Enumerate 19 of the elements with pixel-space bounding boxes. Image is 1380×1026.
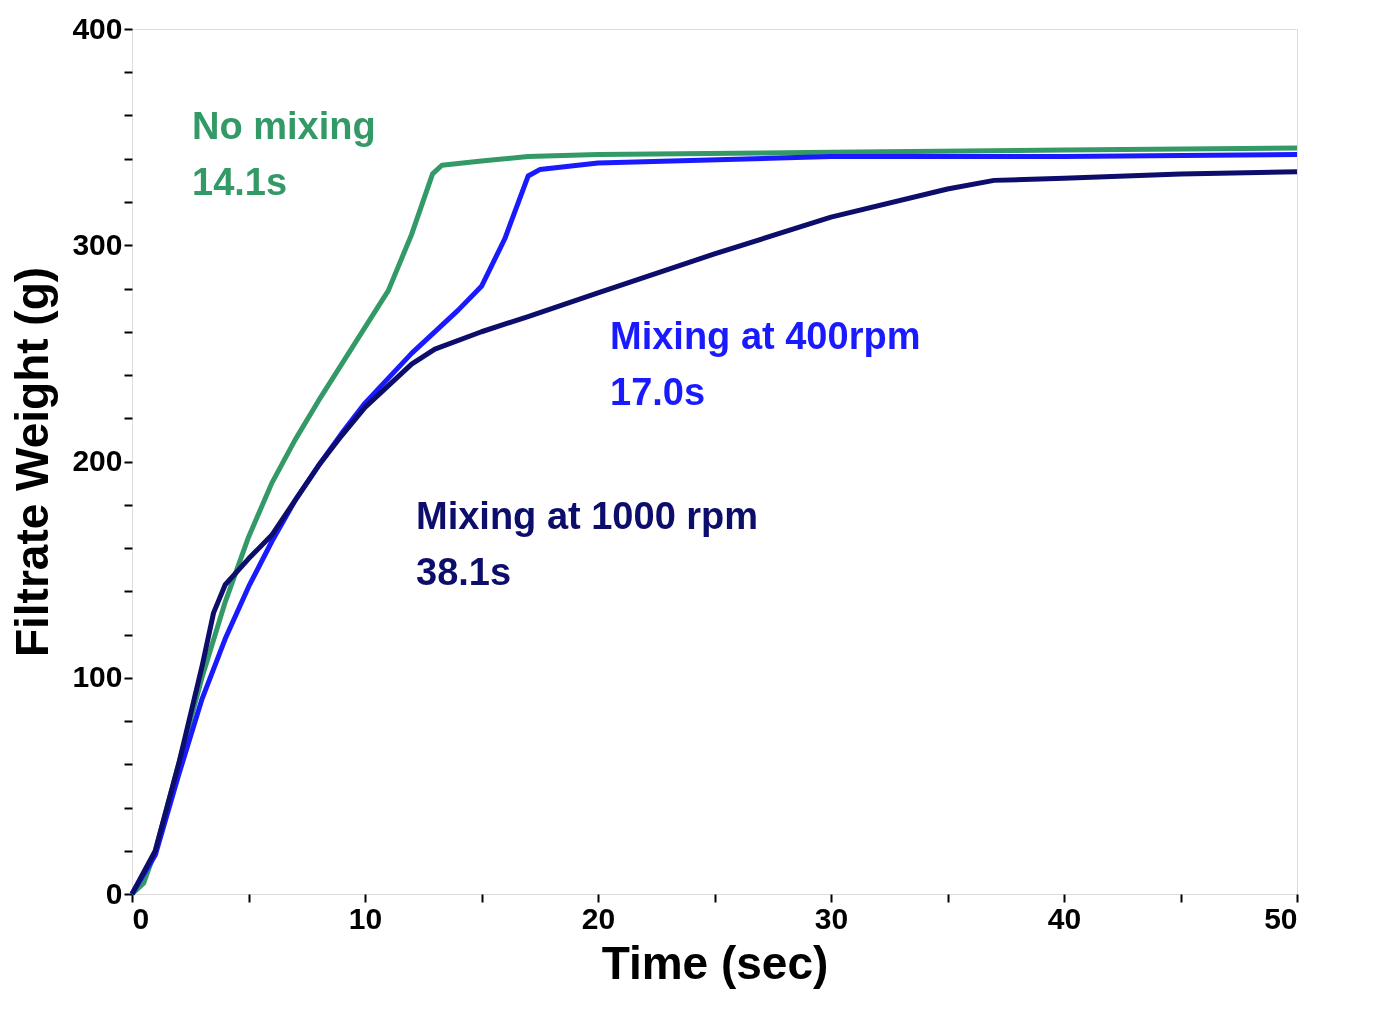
text: Mixing at 400rpm [610, 315, 921, 357]
x-tick-label: 20 [581, 901, 616, 935]
x-tick-label: 10 [348, 901, 383, 935]
annotation: 14.1s [192, 161, 288, 203]
x-tick-label: 0 [132, 901, 150, 935]
annotation: 38.1s [416, 551, 512, 593]
annotation: 17.0s [610, 371, 706, 413]
text: Mixing at 1000 rpm [416, 495, 759, 537]
series-label: No mixing [192, 105, 376, 147]
y-tick-label: 0 [105, 876, 123, 910]
x-tick-label: 50 [1264, 901, 1298, 935]
x-tick-label: 30 [814, 901, 849, 935]
y-tick-label: 300 [72, 227, 123, 261]
x-tick-label: 40 [1047, 901, 1082, 935]
y-tick-label: 200 [72, 444, 123, 477]
y-tick-label: 100 [72, 660, 123, 694]
x-axis-title: Time (sec) [601, 936, 829, 989]
y-axis-title: Filtrate Weight (g) [6, 266, 59, 658]
y-tick-label: 400 [72, 11, 123, 45]
